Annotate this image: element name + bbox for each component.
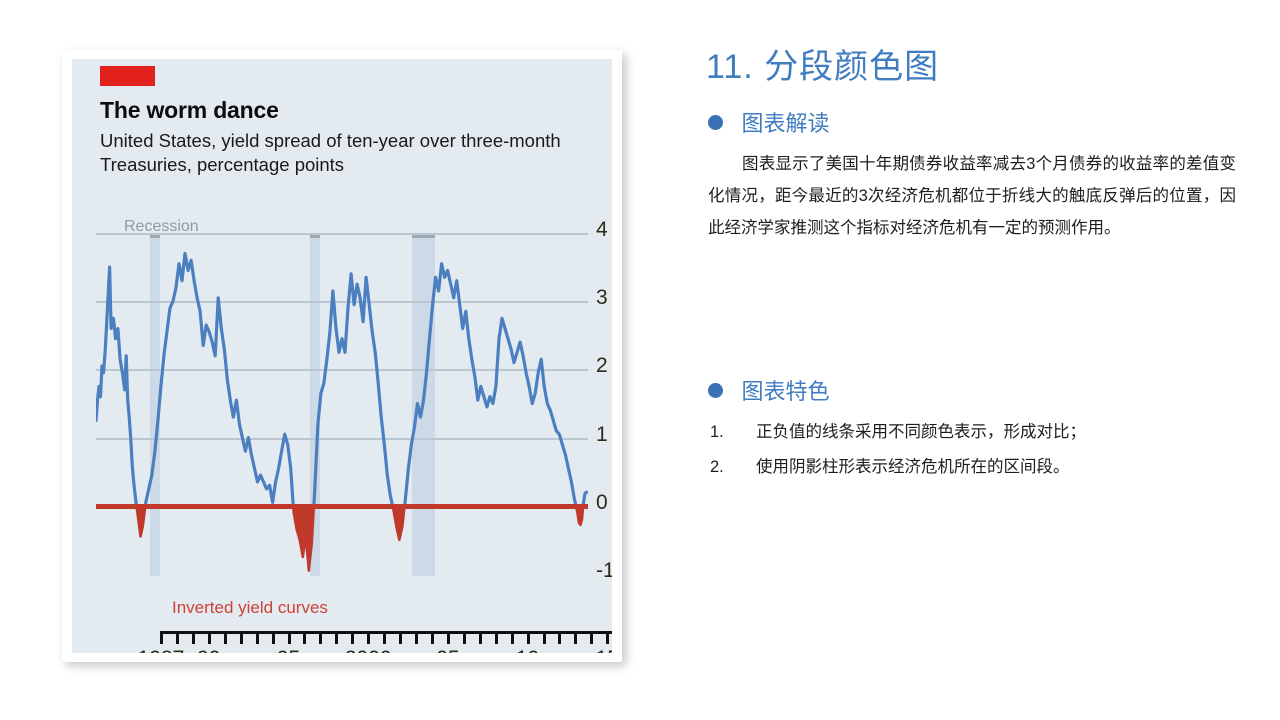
- section-heading-features: 图表特色: [708, 374, 829, 406]
- x-axis-tick-label: 15: [596, 647, 612, 653]
- x-axis-tick-label: 10: [516, 647, 539, 653]
- feature-index: 1.: [710, 423, 724, 441]
- x-axis-tick: [558, 634, 562, 644]
- negative-segment: [291, 504, 316, 572]
- feature-text: 正负值的线条采用不同颜色表示，形成对比；: [756, 423, 1086, 441]
- x-axis-tick: [367, 634, 371, 644]
- series-line: [96, 251, 588, 572]
- right-text-panel: 11. 分段颜色图 图表解读 图表显示了美国十年期债券收益率减去3个月债券的收益…: [700, 0, 1260, 720]
- x-axis-tick: [303, 634, 307, 644]
- x-axis-tick: [542, 634, 546, 644]
- x-axis-tick: [494, 634, 498, 644]
- section-heading-label: 图表解读: [741, 111, 830, 136]
- x-axis-tick: [175, 634, 179, 644]
- x-axis-tick: [415, 634, 418, 644]
- feature-text: 使用阴影柱形表示经济危机所在的区间段。: [756, 458, 1070, 476]
- x-axis-tick: [191, 634, 195, 644]
- x-axis-tick: [207, 634, 211, 644]
- positive-line: [96, 251, 588, 506]
- recession-band: [149, 233, 161, 576]
- page-title: 11. 分段颜色图: [706, 48, 940, 86]
- gridline: [96, 301, 588, 304]
- x-axis-tick: [271, 634, 275, 644]
- recession-band-cap: [412, 233, 435, 238]
- recession-band-cap: [149, 233, 161, 238]
- x-axis-tick: [430, 634, 434, 644]
- negative-segment: [391, 504, 406, 542]
- bullet-dot-icon: [708, 114, 723, 130]
- interpretation-paragraph: 图表显示了美国十年期债券收益率减去3个月债券的收益率的差值变化情况，距今最近的3…: [708, 155, 1236, 237]
- y-axis-tick-label: 2: [596, 354, 608, 378]
- feature-index: 2.: [710, 458, 724, 476]
- x-axis-tick: [319, 634, 323, 644]
- y-axis-tick-label: -1: [596, 559, 612, 582]
- x-axis-tick: [590, 634, 594, 644]
- section-heading-interpretation: 图表解读: [708, 106, 829, 138]
- recession-band: [310, 233, 321, 576]
- x-axis-tick: [255, 634, 259, 644]
- x-axis-tick-label: 90: [197, 647, 220, 653]
- x-axis-tick-label: 1987: [138, 647, 185, 653]
- plot-area: -1 0 1 2 3 4: [96, 218, 612, 582]
- x-axis-line: [160, 631, 612, 644]
- chart-card: The worm dance United States, yield spre…: [62, 50, 622, 662]
- gridline: [96, 233, 588, 235]
- x-axis-tick-label: 2000: [345, 647, 392, 653]
- x-axis-labels: 19879095200005101519: [138, 647, 612, 653]
- chart-panel: The worm dance United States, yield spre…: [72, 59, 612, 653]
- gridline: [96, 437, 588, 440]
- x-axis-tick: [160, 634, 163, 644]
- x-axis-tick: [335, 634, 339, 644]
- x-axis-tick-label: 95: [277, 647, 300, 653]
- recession-band-cap: [310, 233, 321, 238]
- chart-title: The worm dance: [100, 97, 279, 123]
- negative-segment: [135, 504, 147, 538]
- x-axis-tick: [478, 634, 482, 644]
- x-axis-tick: [446, 634, 450, 644]
- chart-subtitle: United States, yield spread of ten-year …: [100, 130, 561, 175]
- x-axis-tick: [223, 634, 227, 644]
- x-axis-tick: [574, 634, 578, 644]
- feature-list-item: 1. 正负值的线条采用不同颜色表示，形成对比；: [710, 418, 1250, 442]
- economist-red-tab-icon: [100, 66, 155, 86]
- feature-list-item: 2. 使用阴影柱形表示经济危机所在的区间段。: [710, 453, 1250, 477]
- gridline: [96, 369, 588, 372]
- x-axis-tick: [526, 634, 530, 644]
- y-axis-tick-label: 3: [596, 286, 608, 310]
- recession-annotation: Recession: [124, 218, 199, 235]
- x-axis-tick: [606, 634, 610, 644]
- x-axis-tick: [510, 634, 514, 644]
- x-axis-tick: [351, 634, 355, 644]
- y-axis-tick-label: 0: [596, 490, 608, 514]
- y-axis-tick-label: 1: [596, 422, 608, 446]
- section-heading-label: 图表特色: [741, 379, 830, 404]
- x-axis-tick: [462, 634, 466, 644]
- bullet-dot-icon: [708, 382, 723, 398]
- x-axis-tick: [239, 634, 243, 644]
- zero-reference-line: [96, 503, 588, 509]
- x-axis-tick: [399, 634, 403, 644]
- x-axis-tick: [383, 634, 387, 644]
- y-axis-tick-label: 4: [596, 218, 608, 241]
- x-axis-tick: [287, 634, 291, 644]
- inverted-yield-curves-annotation: Inverted yield curves: [172, 598, 328, 617]
- x-axis-tick-label: 05: [436, 647, 459, 653]
